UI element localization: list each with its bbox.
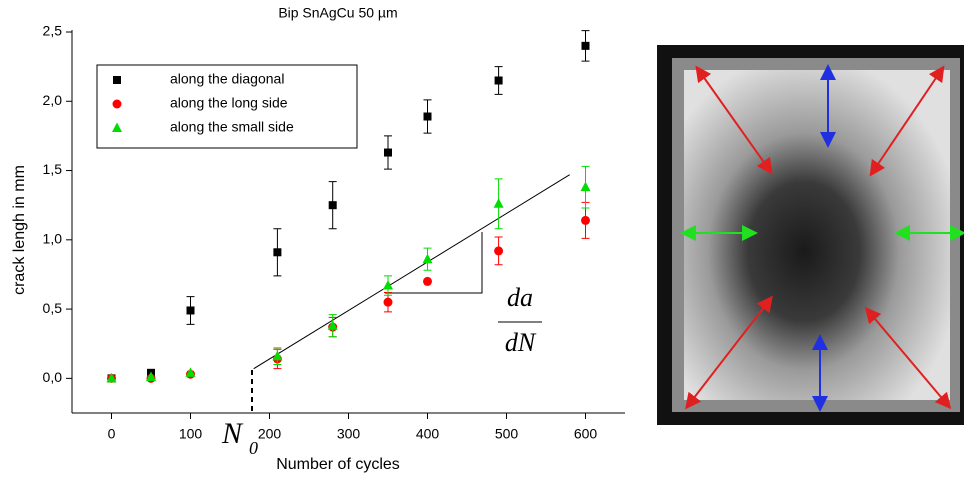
data-point bbox=[423, 276, 432, 286]
data-point bbox=[384, 148, 392, 157]
y-tick-label: 1,0 bbox=[43, 231, 63, 247]
x-tick-label: 0 bbox=[108, 426, 116, 442]
legend-marker bbox=[112, 122, 122, 132]
data-point bbox=[328, 201, 337, 210]
micrograph bbox=[657, 45, 964, 425]
diagonal-arrow bbox=[864, 306, 952, 410]
data-point bbox=[185, 367, 196, 377]
data-point bbox=[581, 215, 590, 225]
legend-label: along the long side bbox=[170, 95, 288, 111]
y-tick-label: 1,5 bbox=[43, 161, 63, 177]
data-point bbox=[186, 306, 195, 315]
x-tick-label: 300 bbox=[337, 426, 361, 442]
slope-triangle bbox=[385, 232, 483, 294]
legend-label: along the small side bbox=[170, 119, 294, 135]
data-point bbox=[327, 320, 338, 330]
data-point bbox=[146, 371, 156, 381]
data-point bbox=[272, 350, 283, 361]
x-tick-label: 100 bbox=[179, 426, 203, 442]
data-point bbox=[494, 76, 503, 85]
diagonal-arrow bbox=[695, 65, 773, 175]
y-tick-label: 2,0 bbox=[43, 92, 63, 108]
data-point bbox=[493, 198, 504, 208]
legend-box bbox=[96, 64, 358, 149]
legend-marker bbox=[113, 76, 121, 84]
x-tick-label: 400 bbox=[416, 426, 440, 442]
y-tick-label: 2,5 bbox=[43, 23, 63, 39]
n0-label: N bbox=[221, 417, 244, 450]
data-point bbox=[383, 280, 393, 290]
data-point bbox=[423, 112, 432, 121]
data-point bbox=[581, 41, 590, 50]
da-label: da bbox=[507, 283, 533, 312]
diagonal-arrow bbox=[685, 295, 773, 410]
y-tick-label: 0,5 bbox=[43, 300, 63, 316]
data-point bbox=[383, 297, 393, 307]
legend-marker bbox=[112, 99, 122, 109]
x-tick-label: 500 bbox=[495, 426, 519, 442]
diagonal-arrow bbox=[869, 65, 945, 177]
data-point bbox=[422, 253, 433, 264]
x-axis-label: Number of cycles bbox=[276, 456, 400, 473]
y-tick-label: 0,0 bbox=[43, 369, 63, 385]
dN-label: dN bbox=[505, 328, 537, 357]
image-die bbox=[684, 70, 950, 400]
data-point bbox=[580, 181, 591, 192]
data-point bbox=[273, 248, 282, 257]
x-tick-label: 200 bbox=[258, 426, 282, 442]
chart-title: Bip SnAgCu 50 µm bbox=[278, 5, 397, 21]
data-point bbox=[106, 372, 117, 383]
legend-label: along the diagonal bbox=[170, 71, 284, 87]
fit-line bbox=[253, 174, 570, 370]
data-point bbox=[494, 246, 504, 256]
x-tick-label: 600 bbox=[574, 426, 598, 442]
n0-subscript: 0 bbox=[249, 438, 258, 458]
y-axis-label: crack lengh in mm bbox=[11, 165, 28, 295]
